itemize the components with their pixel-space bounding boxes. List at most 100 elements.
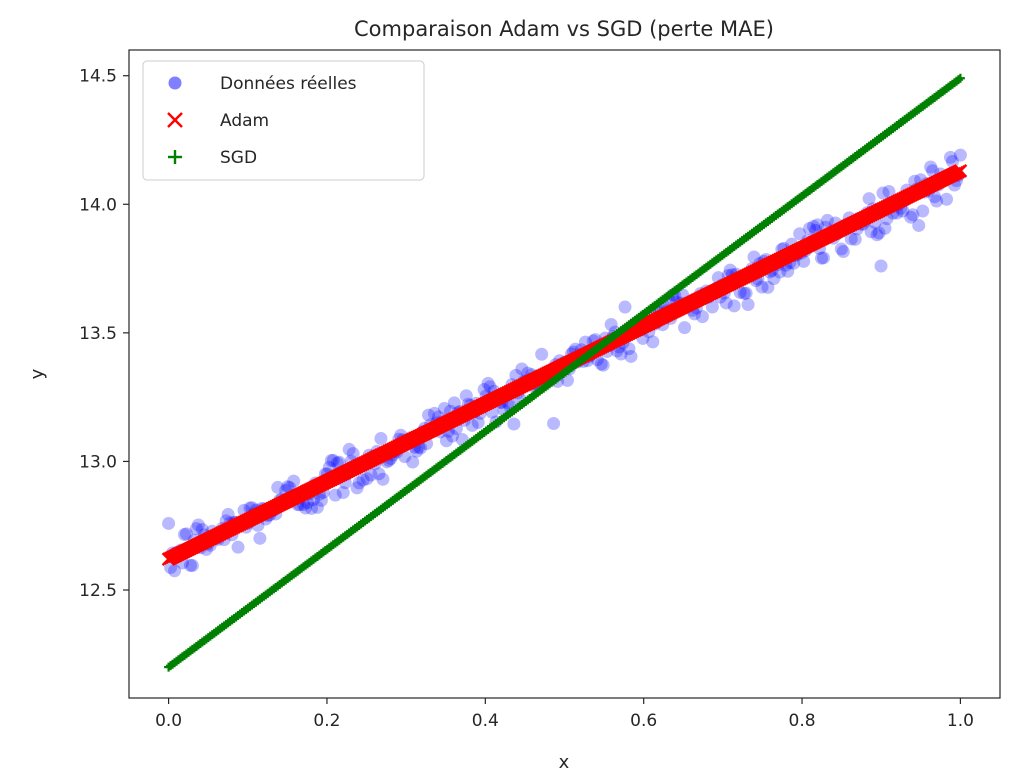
data-point — [797, 254, 811, 268]
data-point — [739, 286, 753, 300]
data-point — [916, 204, 930, 218]
data-point — [747, 250, 761, 264]
data-point — [761, 280, 775, 294]
legend: Données réelles Adam SGD — [142, 60, 425, 181]
legend-box — [142, 60, 425, 181]
data-point — [924, 160, 938, 174]
data-point — [352, 476, 366, 490]
data-point — [376, 472, 390, 486]
data-point — [755, 280, 769, 294]
data-point — [882, 185, 896, 199]
y-tick-label: 14.5 — [79, 67, 117, 87]
data-point — [604, 317, 618, 331]
data-point — [471, 416, 485, 430]
data-point — [820, 213, 834, 227]
data-point — [342, 442, 356, 456]
series-adam-points — [161, 164, 968, 566]
data-point — [177, 527, 191, 541]
data-point — [547, 417, 561, 431]
data-point — [310, 500, 324, 514]
data-point — [336, 485, 350, 499]
data-point — [314, 493, 328, 507]
x-tick-label: 0.6 — [630, 711, 657, 731]
data-point — [271, 480, 285, 494]
y-axis-label: y — [27, 368, 48, 379]
data-point — [741, 298, 755, 312]
y-axis-ticks: 12.5 13.0 13.5 14.0 14.5 — [79, 67, 129, 601]
data-point — [737, 286, 751, 300]
data-point — [299, 501, 313, 515]
data-point — [793, 227, 807, 241]
data-point — [864, 225, 878, 239]
y-tick-label: 14.0 — [79, 195, 117, 215]
data-point — [874, 259, 888, 273]
data-point — [816, 251, 830, 265]
data-point — [410, 444, 424, 458]
plot-frame — [128, 49, 1001, 699]
y-tick-label: 13.0 — [79, 452, 117, 472]
data-point — [767, 272, 781, 286]
data-point — [364, 468, 378, 482]
data-point — [481, 376, 495, 390]
data-point — [836, 245, 850, 259]
data-point — [304, 501, 318, 515]
data-point — [878, 221, 892, 235]
data-point — [374, 432, 388, 446]
data-point — [253, 531, 267, 545]
legend-label-sgd: SGD — [220, 148, 257, 168]
data-point — [439, 434, 453, 448]
data-point — [594, 357, 608, 371]
data-point — [287, 474, 301, 488]
y-tick-label: 13.5 — [79, 324, 117, 344]
data-point — [803, 222, 817, 236]
x-tick-label: 0.4 — [472, 711, 499, 731]
data-point — [723, 263, 737, 277]
data-point — [727, 299, 741, 313]
data-point — [221, 507, 235, 521]
data-point — [350, 481, 364, 495]
data-point — [814, 251, 828, 265]
x-tick-label: 1.0 — [947, 711, 974, 731]
data-point — [422, 408, 436, 422]
x-tick-label: 0.0 — [155, 711, 182, 731]
legend-marker-data — [168, 76, 182, 90]
data-point — [953, 148, 967, 162]
data-point — [346, 447, 360, 461]
data-point — [695, 310, 709, 324]
data-point — [535, 347, 549, 361]
data-point — [360, 472, 374, 486]
data-point — [678, 321, 692, 335]
data-point — [596, 358, 610, 372]
data-point — [906, 208, 920, 222]
y-tick-label: 12.5 — [79, 581, 117, 601]
data-point — [930, 194, 944, 208]
data-point — [848, 232, 862, 246]
data-point — [326, 453, 340, 467]
data-point — [445, 429, 459, 443]
data-point — [844, 232, 858, 246]
data-point — [811, 218, 825, 232]
legend-marker-adam — [167, 112, 183, 128]
adam-point — [953, 164, 968, 178]
data-point — [189, 522, 203, 536]
data-point — [781, 264, 795, 278]
data-point — [926, 164, 940, 178]
data-point — [437, 401, 451, 415]
data-point — [356, 473, 370, 487]
data-point — [406, 455, 420, 469]
data-point — [904, 210, 918, 224]
data-point — [807, 220, 821, 234]
x-tick-label: 0.2 — [313, 711, 340, 731]
data-point — [477, 382, 491, 396]
data-point — [940, 192, 954, 206]
data-point — [281, 480, 295, 494]
data-point — [943, 150, 957, 164]
data-point — [324, 454, 338, 468]
x-axis-ticks: 0.0 0.2 0.4 0.6 0.8 1.0 — [155, 698, 974, 731]
legend-marker-sgd — [168, 150, 182, 164]
x-tick-label: 0.8 — [789, 711, 816, 731]
data-point — [872, 226, 886, 240]
data-point — [614, 347, 628, 361]
data-point — [183, 558, 197, 572]
